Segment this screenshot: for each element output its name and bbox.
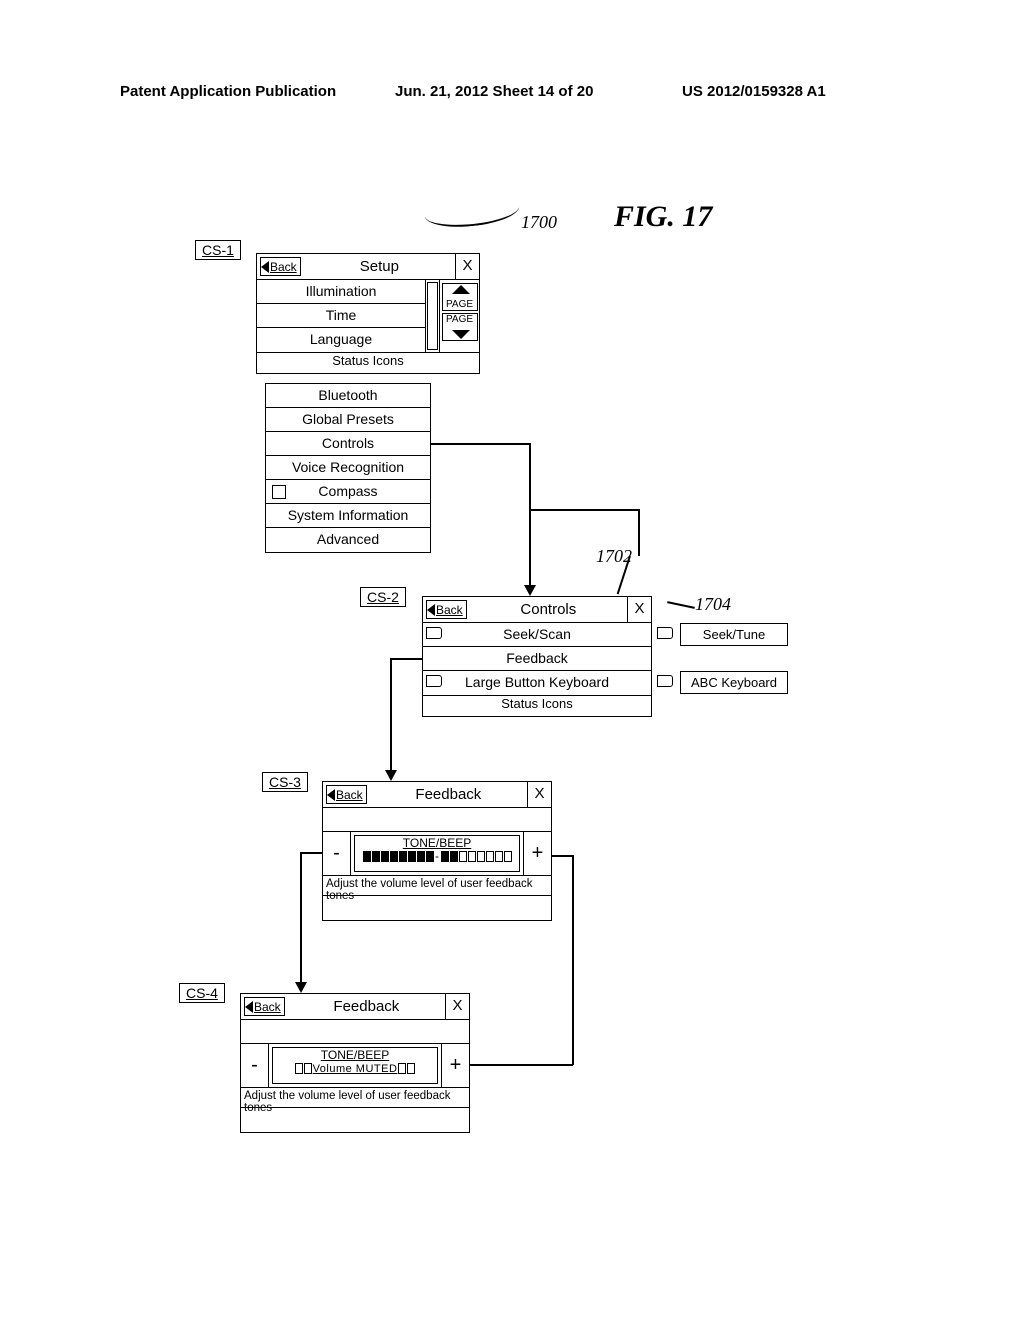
header-left: Patent Application Publication [120,83,336,100]
panel2-status-row: Status Icons [422,694,652,717]
panel-controls: Back Controls X Seek/Scan Feedback Large… [422,596,652,696]
close-button[interactable]: X [455,254,479,279]
panel2-status: Status Icons [423,694,651,716]
menu-seek-scan[interactable]: Seek/Scan [423,623,651,647]
close-button[interactable]: X [445,994,469,1019]
tone-slider-bar: - [355,851,519,862]
page-buttons: PAGE PAGE [439,280,479,352]
menu-bluetooth[interactable]: Bluetooth [266,384,430,408]
panel1-header: Back Setup X [257,254,479,280]
back-button[interactable]: Back [244,997,285,1016]
panel3-spacer-top [323,808,551,832]
figure-label: FIG. 17 [614,200,712,234]
option-abc-keyboard[interactable]: ABC Keyboard [680,671,788,694]
menu-voice-recognition[interactable]: Voice Recognition [266,456,430,480]
minus-button[interactable]: - [241,1044,269,1087]
header-right: US 2012/0159328 A1 [682,83,826,100]
menu-advanced[interactable]: Advanced [266,528,430,552]
cs3-label: CS-3 [262,772,308,792]
tone-slider-bar-muted: Volume MUTED [273,1063,437,1075]
panel-setup: Back Setup X Illumination Time Language … [256,253,480,353]
tone-slider-muted[interactable]: TONE/BEEP Volume MUTED [272,1047,438,1084]
page-down-button[interactable]: PAGE [442,313,478,341]
back-label: Back [336,788,363,802]
page-up-label: PAGE [443,299,477,310]
tone-slider-row: - TONE/BEEP - + [323,832,551,876]
panel4-spacer-top [241,1020,469,1044]
panel-feedback-1: Back Feedback X - TONE/BEEP - + Adjust t… [322,781,552,921]
ref-1700-curve [424,203,520,231]
panel4-spacer-bottom [241,1108,469,1132]
panel3-header: Back Feedback X [323,782,551,808]
menu-language[interactable]: Language [257,328,425,352]
panel-feedback-2: Back Feedback X - TONE/BEEP Volume MUTED… [240,993,470,1133]
tone-label: TONE/BEEP [355,836,519,850]
panel1-status-row: Status Icons [256,351,480,374]
panel1-list2: Bluetooth Global Presets Controls Voice … [265,383,431,553]
ref-1704: 1704 [695,594,731,615]
menu-compass[interactable]: Compass [266,480,430,504]
menu-controls[interactable]: Controls [266,432,430,456]
menu-illumination[interactable]: Illumination [257,280,425,304]
menu-system-information[interactable]: System Information [266,504,430,528]
panel4-desc: Adjust the volume level of user feedback… [241,1088,469,1108]
panel1-status: Status Icons [257,351,479,373]
menu-large-keyboard[interactable]: Large Button Keyboard [423,671,651,695]
option-seek-tune[interactable]: Seek/Tune [680,623,788,646]
panel3-title: Feedback [370,786,527,803]
back-label: Back [270,260,297,274]
cs4-label: CS-4 [179,983,225,1003]
minus-button[interactable]: - [323,832,351,875]
menu-global-presets[interactable]: Global Presets [266,408,430,432]
back-label: Back [254,1000,281,1014]
tone-slider-row-muted: - TONE/BEEP Volume MUTED + [241,1044,469,1088]
flag-abc-keyboard [657,675,673,687]
back-button[interactable]: Back [326,785,367,804]
tone-slider[interactable]: TONE/BEEP - [354,835,520,872]
close-button[interactable]: X [527,782,551,807]
panel4-title: Feedback [288,998,445,1015]
menu-feedback[interactable]: Feedback [423,647,651,671]
panel2-title: Controls [470,601,627,618]
plus-button[interactable]: + [441,1044,469,1087]
header-mid: Jun. 21, 2012 Sheet 14 of 20 [395,83,593,100]
menu-time[interactable]: Time [257,304,425,328]
close-button[interactable]: X [627,597,651,622]
scrollbar-top[interactable] [425,280,439,352]
page-up-button[interactable]: PAGE [442,283,478,311]
ref-1704-line [667,601,695,609]
back-label: Back [436,603,463,617]
panel1-title: Setup [304,258,455,275]
ref-1700: 1700 [521,212,557,233]
panel3-desc: Adjust the volume level of user feedback… [323,876,551,896]
cs2-label: CS-2 [360,587,406,607]
panel3-spacer-bottom [323,896,551,920]
back-button[interactable]: Back [260,257,301,276]
plus-button[interactable]: + [523,832,551,875]
panel4-header: Back Feedback X [241,994,469,1020]
back-button[interactable]: Back [426,600,467,619]
page-down-label: PAGE [443,314,477,325]
tone-label: TONE/BEEP [273,1048,437,1062]
panel2-header: Back Controls X [423,597,651,623]
flag-seek-tune [657,627,673,639]
cs1-label: CS-1 [195,240,241,260]
